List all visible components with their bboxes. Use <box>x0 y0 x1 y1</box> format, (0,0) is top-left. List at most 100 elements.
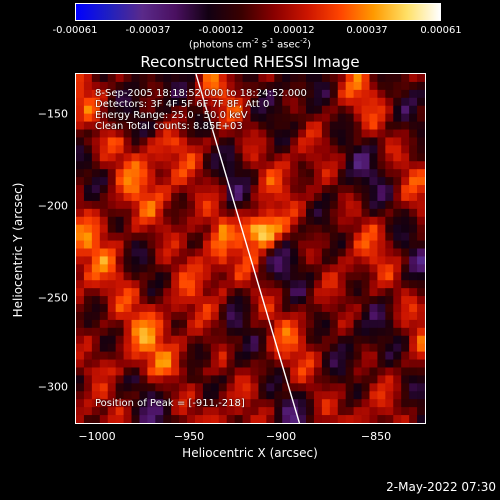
image-pixel <box>187 81 196 91</box>
image-pixel <box>147 240 156 249</box>
image-pixel <box>171 240 180 249</box>
image-pixel <box>210 415 220 423</box>
image-pixel <box>321 153 331 162</box>
image-pixel <box>282 192 291 202</box>
image-pixel <box>321 335 331 345</box>
image-pixel <box>107 224 117 234</box>
image-pixel <box>369 272 378 281</box>
image-pixel <box>393 240 402 249</box>
image-pixel <box>147 399 156 408</box>
image-pixel <box>353 129 362 138</box>
image-pixel <box>290 81 299 91</box>
image-pixel <box>179 367 188 376</box>
image-pixel <box>155 145 164 154</box>
image-pixel <box>131 415 140 423</box>
image-pixel <box>155 296 164 305</box>
image-pixel <box>171 359 180 368</box>
image-pixel <box>345 216 355 226</box>
image-pixel <box>361 280 370 289</box>
image-pixel <box>194 359 204 368</box>
image-pixel <box>361 304 370 313</box>
image-pixel <box>202 169 212 178</box>
image-pixel <box>393 272 402 281</box>
image-pixel <box>353 288 362 297</box>
image-pixel <box>139 288 148 297</box>
image-pixel <box>139 169 148 178</box>
image-pixel <box>377 272 386 281</box>
image-pixel <box>306 304 315 313</box>
image-pixel <box>313 399 323 408</box>
image-pixel <box>139 105 148 115</box>
image-pixel <box>139 97 148 107</box>
image-pixel <box>202 89 212 99</box>
colorbar-tick-label: 0.00061 <box>420 25 462 36</box>
image-pixel <box>306 399 315 408</box>
image-pixel <box>353 105 362 115</box>
image-pixel <box>409 113 418 122</box>
image-pixel <box>99 216 109 226</box>
image-pixel <box>401 288 410 297</box>
image-pixel <box>194 121 204 130</box>
image-pixel <box>163 185 172 194</box>
image-pixel <box>377 208 386 218</box>
image-pixel <box>99 121 109 130</box>
image-pixel <box>282 304 291 313</box>
image-pixel <box>83 256 93 265</box>
image-pixel <box>83 121 93 130</box>
image-pixel <box>155 335 164 345</box>
image-pixel <box>329 216 339 226</box>
image-pixel <box>147 375 156 384</box>
image-pixel <box>385 153 394 162</box>
image-pixel <box>274 399 283 408</box>
image-pixel <box>353 97 362 107</box>
image-pixel <box>306 169 315 178</box>
image-pixel <box>274 177 283 186</box>
image-pixel <box>250 248 259 257</box>
image-pixel <box>298 161 307 170</box>
image-pixel <box>202 319 212 329</box>
image-pixel <box>107 407 117 416</box>
image-pixel <box>282 415 291 423</box>
image-pixel <box>83 240 93 249</box>
image-pixel <box>385 335 394 345</box>
image-pixel <box>210 296 220 305</box>
image-pixel <box>99 208 109 218</box>
image-pixel <box>313 192 323 202</box>
image-pixel <box>210 113 220 122</box>
image-pixel <box>250 256 259 265</box>
image-pixel <box>250 121 259 130</box>
image-pixel <box>234 272 243 281</box>
image-pixel <box>226 113 236 122</box>
image-pixel <box>290 391 299 400</box>
image-pixel <box>194 288 204 297</box>
image-pixel <box>369 216 378 226</box>
image-pixel <box>306 383 315 392</box>
image-pixel <box>337 185 347 194</box>
image-pixel <box>290 185 299 194</box>
image-pixel <box>345 264 355 273</box>
image-pixel <box>147 153 156 162</box>
image-pixel <box>139 256 148 265</box>
image-pixel <box>210 272 220 281</box>
image-pixel <box>329 240 339 249</box>
image-pixel <box>83 311 93 321</box>
image-pixel <box>337 224 347 234</box>
image-pixel <box>131 351 140 360</box>
image-pixel <box>194 399 204 408</box>
image-pixel <box>298 399 307 408</box>
image-pixel <box>417 280 425 289</box>
image-pixel <box>163 216 172 226</box>
image-pixel <box>313 105 323 115</box>
image-pixel <box>361 391 370 400</box>
image-pixel <box>234 161 243 170</box>
image-pixel <box>353 216 362 226</box>
image-pixel <box>409 367 418 376</box>
image-pixel <box>298 272 307 281</box>
image-pixel <box>155 177 164 186</box>
image-pixel <box>409 415 418 423</box>
image-pixel <box>155 256 164 265</box>
image-pixel <box>274 304 283 313</box>
image-pixel <box>171 311 180 321</box>
image-pixel <box>218 121 228 130</box>
image-pixel <box>409 177 418 186</box>
